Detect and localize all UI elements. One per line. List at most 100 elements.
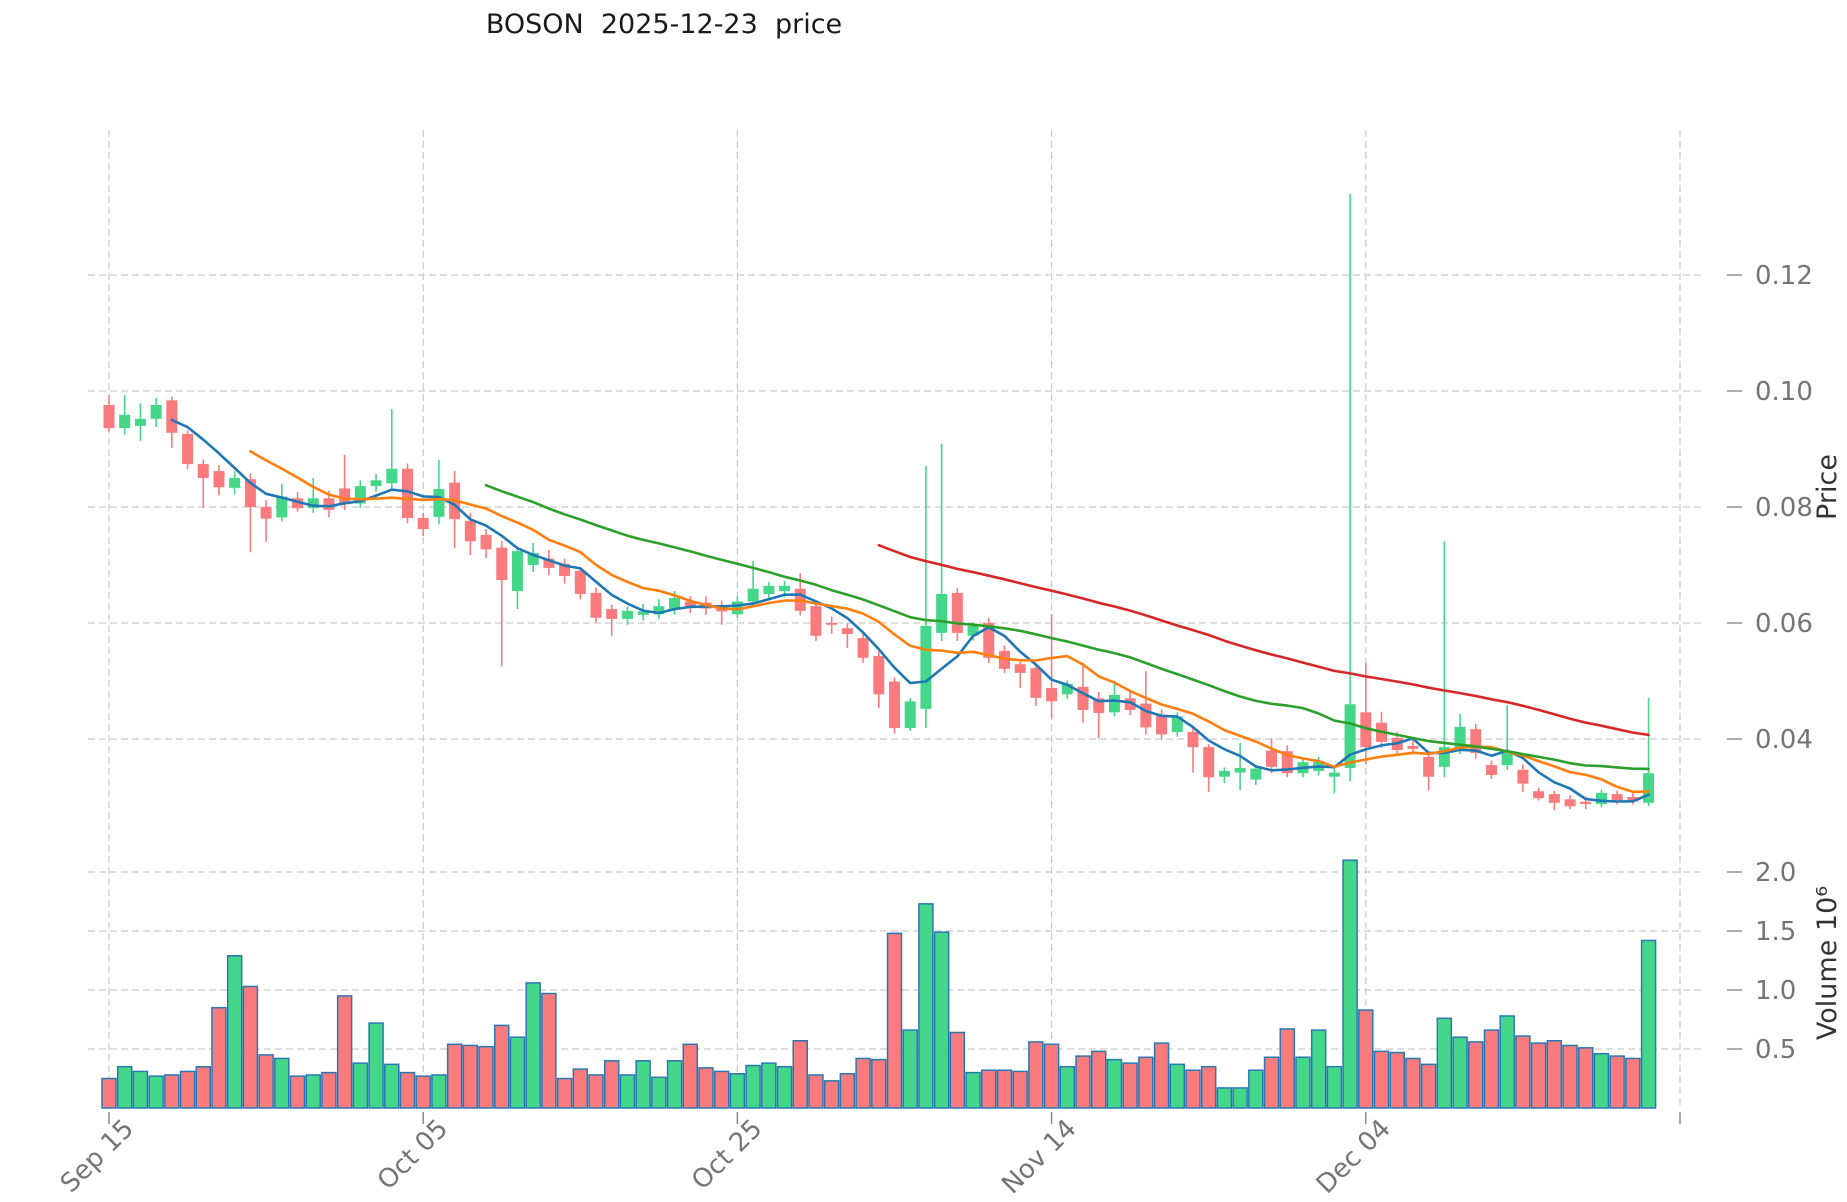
candle-body [1108,694,1120,713]
volume-bars-group [101,859,1657,1109]
volume-axis-label: Volume 10⁶ [1812,886,1843,1040]
candle-body [119,414,131,429]
x-tick-label: Dec 04 [1311,1114,1397,1200]
candle-body [653,606,665,615]
volume-bar [1169,1063,1186,1109]
candle-body [244,479,256,507]
volume-bar [525,982,541,1109]
candle-body [889,681,900,728]
volume-bar [698,1067,714,1109]
volume-bar [1295,1056,1311,1109]
candle-body [1344,704,1356,768]
volume-bar [399,1071,416,1109]
candle-body [967,625,979,636]
volume-bar [1483,1029,1500,1109]
candle-body [1454,726,1466,751]
volume-bar [179,1070,196,1109]
volume-bar [1452,1036,1468,1109]
candle-body [1470,729,1482,753]
volume-bar [494,1024,510,1109]
volume-bar [666,1060,683,1109]
candle-body [1156,714,1168,735]
volume-bar [761,1062,777,1109]
volume-bar [1059,1065,1076,1109]
candle-body [1266,750,1278,767]
volume-bar [1106,1058,1123,1109]
volume-bar [368,1022,384,1109]
price-tick-label: 0.08 [1755,493,1813,523]
candle-body [747,588,759,602]
ma5-line [170,418,1650,803]
volume-bar [258,1054,274,1109]
candle-body [920,625,932,709]
volume-bar [1530,1042,1547,1109]
candle-body [1218,770,1230,777]
volume-bar [321,1071,337,1109]
volume-bar [1232,1087,1248,1109]
x-tick-label: Oct 25 [686,1114,768,1196]
volume-tick-label: 1.0 [1755,976,1796,1006]
candle-body [1360,712,1372,748]
volume-bar [871,1058,887,1109]
candle-body [621,610,633,619]
volume-bar [1405,1057,1421,1109]
volume-bar [1436,1017,1453,1109]
candle-body [1187,732,1199,748]
candle-body [1140,703,1152,728]
candle-body [873,656,885,695]
volume-bar [1342,859,1358,1109]
volume-bar [336,995,353,1109]
volume-bar [808,1074,824,1109]
volume-bar [1358,1009,1374,1109]
candle-body [1061,683,1073,695]
volume-bar [415,1075,431,1109]
volume-bar [933,931,950,1109]
candle-body [354,486,366,504]
volume-bar [886,932,903,1109]
volume-bar [588,1074,604,1109]
price-tick-label: 0.12 [1755,261,1813,291]
candle-body [1517,769,1529,784]
volume-bar [635,1060,651,1109]
candle-body [857,638,869,658]
candle-body [496,547,508,581]
volume-bar [619,1074,636,1109]
candle-body [1627,797,1639,802]
volume-bar [1562,1044,1578,1109]
candle-body [182,433,194,465]
volume-tick-label: 0.5 [1755,1035,1796,1065]
volume-bar [776,1065,793,1109]
price-tick-label: 0.10 [1755,377,1813,407]
candle-body [983,623,995,658]
candle-body [559,563,571,577]
candle-body [1438,747,1450,767]
volume-bar [1546,1039,1563,1109]
candle-body [1580,801,1592,804]
volume-bar [1326,1065,1343,1109]
candle-body [731,601,743,615]
volume-bar [148,1075,164,1109]
candle-body [810,606,822,636]
candle-body [166,400,178,433]
candle-body [1124,698,1136,710]
volume-bar [981,1069,997,1109]
candle-body [1423,756,1435,777]
volume-bar [352,1062,369,1109]
volume-bar [855,1057,871,1109]
volume-bar [509,1036,526,1109]
volume-bar [902,1029,918,1109]
candle-body [417,518,429,530]
volume-bar [729,1073,746,1109]
candle-body [543,558,555,568]
volume-bar [603,1060,620,1109]
volume-bar [1609,1055,1625,1109]
candle-body [1030,668,1042,698]
volume-bar [478,1045,494,1109]
candle-body [527,552,539,565]
volume-bar [446,1043,463,1109]
candle-body [1564,799,1576,807]
candle-body [307,498,319,509]
candle-body [1234,768,1246,773]
candle-body [1046,687,1058,702]
